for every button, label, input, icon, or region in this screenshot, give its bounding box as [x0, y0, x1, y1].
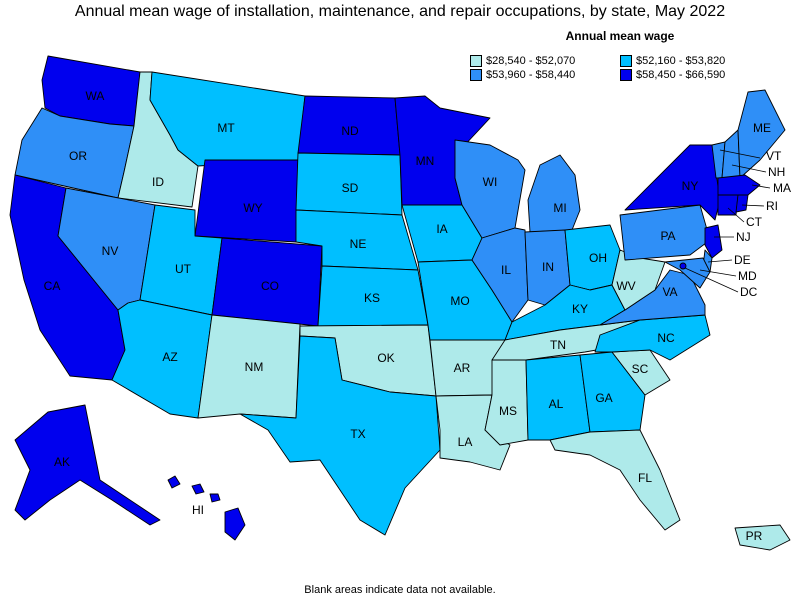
- label-nj: NJ: [736, 230, 751, 244]
- state-nj[interactable]: [704, 224, 723, 259]
- legend-item-bin-4: $58,450 - $66,590: [620, 69, 725, 81]
- label-vt: VT: [766, 149, 782, 163]
- label-ma: MA: [773, 181, 791, 195]
- state-pr[interactable]: [734, 524, 791, 551]
- callout-line-ri: [741, 204, 765, 207]
- state-ma[interactable]: [717, 174, 761, 196]
- map-title: Annual mean wage of installation, mainte…: [74, 3, 726, 20]
- legend-swatch: [620, 69, 632, 81]
- footnote: Blank areas indicate data not available.: [304, 584, 496, 596]
- label-de: DE: [734, 253, 751, 267]
- state-wy[interactable]: [194, 159, 299, 243]
- state-nh[interactable]: [721, 129, 741, 179]
- callout-line-vt: [719, 149, 761, 159]
- state-nd[interactable]: [297, 95, 401, 156]
- callout-line-dc: [684, 267, 739, 293]
- legend-title: Annual mean wage: [565, 29, 675, 43]
- legend-label: $28,540 - $52,070: [486, 55, 576, 67]
- callout-line-ct: [727, 207, 745, 223]
- state-nm[interactable]: [197, 314, 301, 419]
- state-tx[interactable]: [239, 335, 441, 536]
- state-az[interactable]: [111, 299, 213, 419]
- label-ct: CT: [746, 215, 763, 229]
- label-hi: HI: [192, 503, 204, 517]
- legend-swatch: [470, 69, 482, 81]
- state-md[interactable]: [664, 257, 711, 289]
- state-pa[interactable]: [619, 204, 711, 261]
- state-il[interactable]: [471, 227, 529, 323]
- state-co[interactable]: [211, 237, 323, 327]
- legend-swatch: [470, 55, 482, 67]
- state-al[interactable]: [525, 354, 591, 441]
- state-sd[interactable]: [295, 152, 403, 216]
- callout-line-ma: [751, 184, 771, 189]
- state-hi[interactable]: [167, 475, 246, 541]
- label-ri: RI: [766, 199, 778, 213]
- state-mi[interactable]: [527, 154, 581, 233]
- state-ct[interactable]: [717, 194, 739, 216]
- legend-label: $58,450 - $66,590: [636, 69, 726, 81]
- state-dc[interactable]: [679, 262, 687, 270]
- state-ga[interactable]: [579, 351, 646, 433]
- state-oh[interactable]: [564, 224, 621, 291]
- legend-item-bin-3: $52,160 - $53,820: [620, 55, 725, 67]
- label-md: MD: [738, 269, 757, 283]
- label-nh: NH: [768, 165, 785, 179]
- legend-item-bin-2: $53,960 - $58,440: [470, 69, 575, 81]
- callout-line-md: [699, 269, 737, 277]
- legend-label: $53,960 - $58,440: [486, 69, 576, 81]
- label-dc: DC: [740, 285, 758, 299]
- state-fl[interactable]: [549, 429, 681, 531]
- legend-item-bin-1: $28,540 - $52,070: [470, 55, 575, 67]
- state-me[interactable]: [737, 89, 786, 179]
- state-ri[interactable]: [735, 194, 749, 213]
- legend-label: $52,160 - $53,820: [636, 55, 726, 67]
- callout-line-nh: [731, 164, 767, 173]
- callout-line-de: [707, 259, 733, 263]
- state-ks[interactable]: [317, 265, 429, 327]
- legend-swatch: [620, 55, 632, 67]
- state-ak[interactable]: [14, 404, 161, 526]
